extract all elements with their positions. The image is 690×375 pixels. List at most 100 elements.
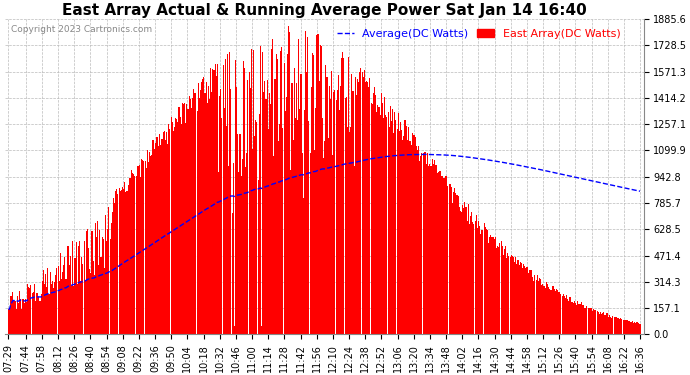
Bar bbox=[62, 272, 63, 334]
Bar bbox=[496, 248, 497, 334]
Bar bbox=[602, 313, 603, 334]
Bar bbox=[144, 162, 146, 334]
Bar bbox=[60, 253, 61, 334]
Bar bbox=[306, 72, 307, 334]
Bar bbox=[434, 160, 435, 334]
Bar bbox=[185, 123, 186, 334]
Bar bbox=[261, 326, 262, 334]
Bar bbox=[34, 284, 35, 334]
Bar bbox=[140, 177, 141, 334]
Bar bbox=[619, 318, 620, 334]
Bar bbox=[76, 242, 77, 334]
Bar bbox=[29, 288, 30, 334]
Bar bbox=[314, 150, 315, 334]
Bar bbox=[39, 302, 41, 334]
Bar bbox=[166, 132, 167, 334]
Bar bbox=[371, 103, 372, 334]
Bar bbox=[201, 82, 202, 334]
Title: East Array Actual & Running Average Power Sat Jan 14 16:40: East Array Actual & Running Average Powe… bbox=[62, 3, 586, 18]
Bar bbox=[375, 95, 376, 334]
Bar bbox=[587, 308, 589, 334]
Bar bbox=[521, 263, 522, 334]
Bar bbox=[335, 100, 337, 334]
Bar bbox=[482, 230, 484, 334]
Bar bbox=[87, 229, 88, 334]
Bar bbox=[494, 240, 495, 334]
Bar bbox=[288, 26, 289, 334]
Bar bbox=[548, 287, 549, 334]
Bar bbox=[328, 86, 330, 334]
Bar bbox=[148, 162, 149, 334]
Bar bbox=[262, 52, 263, 334]
Bar bbox=[28, 287, 29, 334]
Bar bbox=[390, 106, 391, 334]
Bar bbox=[222, 65, 224, 335]
Bar bbox=[146, 168, 147, 334]
Bar bbox=[484, 226, 486, 334]
Bar bbox=[14, 301, 16, 334]
Bar bbox=[17, 296, 18, 334]
Bar bbox=[507, 253, 509, 334]
Bar bbox=[514, 262, 515, 334]
Bar bbox=[584, 308, 585, 334]
Bar bbox=[425, 152, 426, 334]
Bar bbox=[590, 308, 591, 334]
Bar bbox=[103, 239, 104, 334]
Bar bbox=[511, 255, 512, 334]
Bar bbox=[580, 304, 581, 334]
Bar bbox=[286, 97, 287, 334]
Bar bbox=[424, 152, 425, 334]
Bar bbox=[541, 285, 542, 334]
Bar bbox=[174, 126, 175, 334]
Bar bbox=[576, 305, 578, 334]
Bar bbox=[310, 87, 312, 334]
Bar bbox=[512, 256, 513, 334]
Bar bbox=[574, 302, 575, 334]
Bar bbox=[601, 314, 602, 334]
Bar bbox=[188, 96, 190, 334]
Bar bbox=[165, 140, 166, 334]
Bar bbox=[578, 304, 580, 334]
Bar bbox=[55, 275, 57, 334]
Bar bbox=[618, 318, 619, 334]
Bar bbox=[211, 92, 213, 334]
Bar bbox=[497, 246, 498, 334]
Bar bbox=[191, 108, 192, 334]
Bar bbox=[168, 124, 169, 334]
Bar bbox=[88, 248, 89, 334]
Bar bbox=[18, 303, 19, 334]
Bar bbox=[246, 153, 247, 334]
Bar bbox=[525, 268, 526, 334]
Bar bbox=[27, 284, 28, 334]
Bar bbox=[366, 81, 367, 334]
Bar bbox=[537, 275, 538, 334]
Bar bbox=[10, 296, 11, 334]
Bar bbox=[195, 93, 197, 334]
Bar bbox=[500, 242, 502, 334]
Bar bbox=[427, 153, 428, 334]
Bar bbox=[453, 192, 454, 334]
Bar bbox=[270, 104, 271, 334]
Bar bbox=[25, 299, 26, 334]
Bar bbox=[520, 262, 521, 334]
Bar bbox=[225, 58, 226, 334]
Bar bbox=[416, 146, 417, 334]
Bar bbox=[83, 242, 85, 334]
Bar bbox=[615, 318, 617, 334]
Bar bbox=[401, 130, 402, 334]
Bar bbox=[451, 187, 452, 334]
Bar bbox=[215, 64, 216, 334]
Bar bbox=[598, 312, 599, 334]
Bar bbox=[266, 80, 268, 334]
Bar bbox=[549, 290, 550, 334]
Bar bbox=[488, 243, 489, 334]
Bar bbox=[551, 291, 553, 334]
Bar bbox=[239, 134, 241, 334]
Bar bbox=[280, 51, 282, 334]
Bar bbox=[287, 54, 288, 334]
Bar bbox=[228, 166, 229, 334]
Bar bbox=[176, 119, 177, 334]
Bar bbox=[443, 178, 444, 334]
Bar bbox=[461, 211, 462, 334]
Bar bbox=[383, 118, 384, 334]
